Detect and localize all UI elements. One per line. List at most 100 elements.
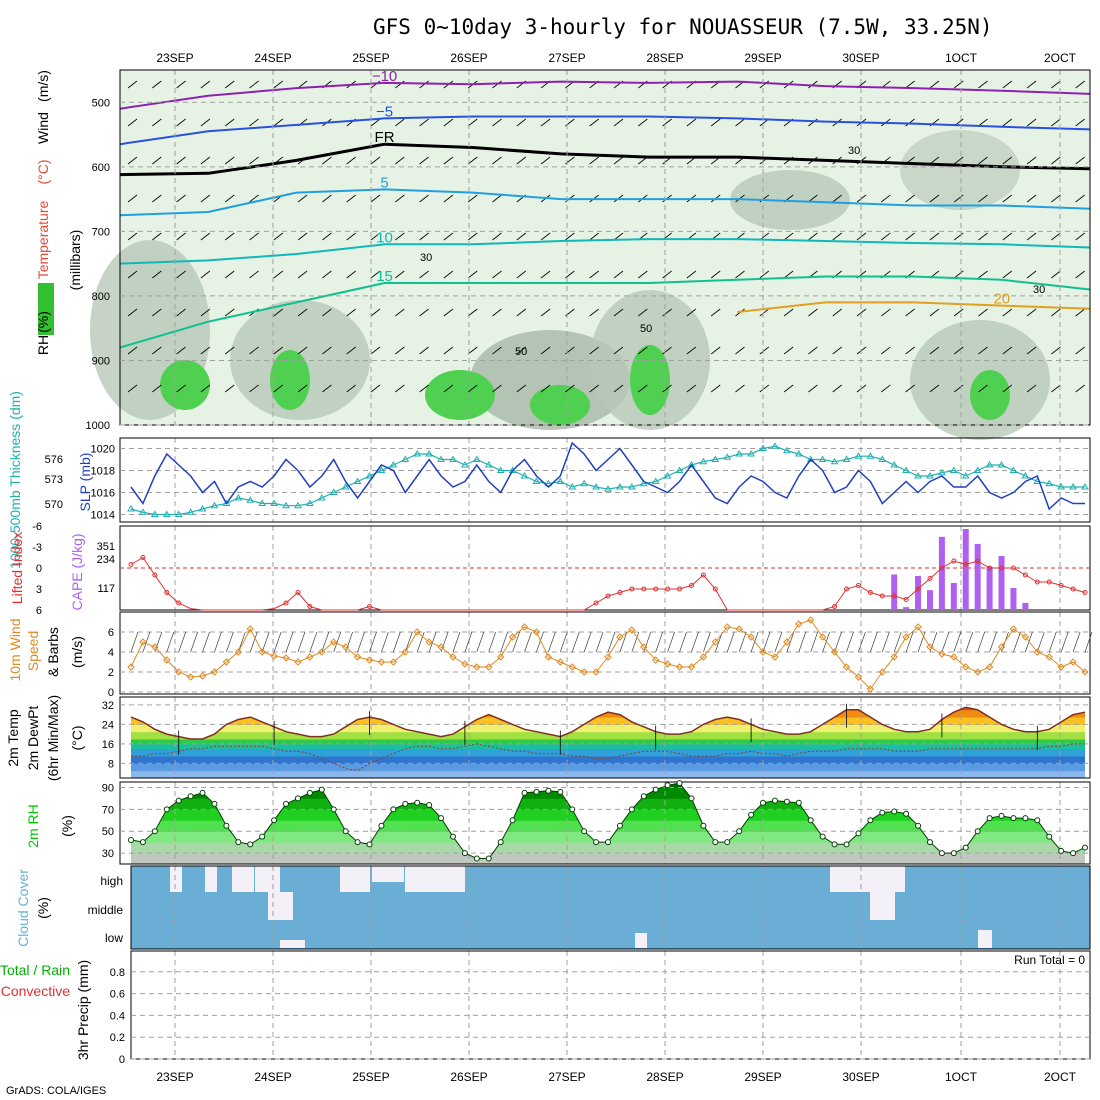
rh2m-point-58 bbox=[819, 833, 826, 840]
temp-contour-label-3: 5 bbox=[380, 174, 388, 191]
cloud-clear-0 bbox=[170, 866, 182, 892]
rh2m-point-37 bbox=[569, 806, 576, 813]
wind10-point-14 bbox=[294, 658, 302, 666]
lifted-point-14 bbox=[295, 590, 301, 595]
wind10-barb-29 bbox=[476, 631, 485, 653]
wind-barb-6-1 bbox=[152, 308, 162, 317]
wind10-barb-56 bbox=[798, 631, 807, 653]
rh-high-blob-1 bbox=[270, 350, 310, 410]
thickness-point-37 bbox=[568, 483, 577, 490]
rh2m-point-61 bbox=[855, 830, 862, 837]
wind10-point-58 bbox=[818, 633, 827, 641]
precip-legend-total: Total / Rain bbox=[0, 962, 70, 978]
wind10-point-37 bbox=[568, 663, 576, 671]
wind-barb-5-14 bbox=[467, 270, 478, 279]
lifted-point-77 bbox=[1046, 579, 1052, 585]
cloud-clear-4 bbox=[340, 866, 370, 892]
thickness-point-45 bbox=[663, 472, 672, 479]
wind-barb-3-34 bbox=[953, 194, 964, 203]
wind10-point-63 bbox=[878, 668, 886, 676]
wind-barb-0-39 bbox=[1075, 80, 1085, 89]
wind-barb-8-7 bbox=[297, 384, 308, 393]
date-label-top-0: 23SEP bbox=[156, 51, 193, 65]
cloud-frame bbox=[130, 865, 1091, 950]
wind10-barb-65 bbox=[905, 631, 914, 653]
wind10-barb-59 bbox=[834, 631, 842, 653]
wind-barb-5-22 bbox=[662, 270, 672, 279]
wind10-point-29 bbox=[473, 663, 481, 671]
wind10-barb-37 bbox=[571, 631, 580, 653]
wind-barb-3-37 bbox=[1026, 194, 1037, 203]
upper-air-ylabel-1: (%) bbox=[35, 311, 51, 333]
rh2m-point-67 bbox=[926, 839, 933, 846]
wind10-barb-39 bbox=[595, 631, 604, 653]
temp2m-ylabel-a: 2m Temp bbox=[5, 709, 21, 767]
wind-barb-2-5 bbox=[249, 156, 259, 165]
rh2m-point-36 bbox=[557, 788, 564, 795]
wind-barb-1-10 bbox=[370, 118, 381, 127]
slp-ytick-3: 1020 bbox=[91, 444, 115, 456]
wind10-point-55 bbox=[783, 638, 791, 646]
wind-barb-7-17 bbox=[540, 346, 551, 355]
thickness-point-60 bbox=[842, 455, 851, 462]
temp-band-3 bbox=[131, 748, 1085, 757]
wind10-point-2 bbox=[151, 643, 159, 651]
cape-bar-74 bbox=[1010, 587, 1017, 610]
thickness-point-48 bbox=[699, 457, 708, 465]
wind-barb-8-24 bbox=[710, 384, 721, 393]
temp-band-11 bbox=[120, 695, 1090, 703]
rh2m-point-44 bbox=[652, 786, 659, 793]
wind-barb-1-14 bbox=[467, 118, 478, 127]
wind10-barb-16 bbox=[321, 631, 330, 653]
thickness-point-40 bbox=[604, 485, 612, 492]
wind10-barb-80 bbox=[1084, 631, 1093, 653]
wind10-point-5 bbox=[186, 673, 195, 681]
wind-barb-4-11 bbox=[395, 232, 405, 241]
rh2m-point-52 bbox=[748, 811, 755, 818]
wind10-barb-74 bbox=[1013, 631, 1021, 653]
rh2m-point-60 bbox=[843, 841, 850, 848]
thickness-point-10 bbox=[246, 496, 255, 503]
thickness-point-19 bbox=[353, 477, 362, 484]
thickness-point-30 bbox=[484, 461, 493, 468]
cape-bar-67 bbox=[926, 590, 933, 610]
wind10-point-67 bbox=[926, 643, 934, 651]
upper-air-ylabel-4: Wind bbox=[35, 112, 51, 144]
wind-barb-5-8 bbox=[322, 270, 332, 279]
wind10-point-70 bbox=[962, 663, 970, 671]
rh2m-point-17 bbox=[330, 806, 337, 813]
wind-barb-1-32 bbox=[905, 118, 915, 127]
temp-band-4 bbox=[131, 741, 1085, 750]
rh-legend-swatch bbox=[38, 283, 54, 335]
rh2m-point-16 bbox=[318, 786, 325, 793]
precip-legend-convective: Convective bbox=[1, 983, 70, 999]
wind-barb-8-4 bbox=[224, 384, 235, 393]
lifted-point-49 bbox=[712, 586, 718, 592]
wind-barb-6-37 bbox=[1026, 308, 1037, 317]
wind-barb-8-10 bbox=[370, 384, 381, 393]
wind-barb-3-32 bbox=[905, 194, 915, 203]
lifted-point-20 bbox=[367, 604, 372, 609]
thickness-point-65 bbox=[902, 466, 911, 473]
wind-barb-7-39 bbox=[1075, 346, 1085, 355]
wind-barb-6-26 bbox=[759, 308, 770, 317]
date-label-bottom-5: 28SEP bbox=[646, 1070, 683, 1084]
cloud-clear-2 bbox=[232, 866, 254, 892]
rh2m-point-27 bbox=[449, 833, 456, 840]
lifted-point-59 bbox=[832, 604, 838, 609]
wind-barb-5-19 bbox=[589, 270, 599, 279]
li-ytick-0: -6 bbox=[32, 521, 42, 533]
wind10-point-45 bbox=[663, 660, 672, 668]
wind-barb-4-2 bbox=[176, 232, 186, 241]
wind10-barb-10 bbox=[249, 631, 258, 653]
rh2m-point-53 bbox=[760, 799, 767, 806]
thickness-point-38 bbox=[580, 479, 589, 487]
precip-frame bbox=[130, 950, 1091, 1060]
wind-barb-4-7 bbox=[297, 232, 308, 241]
wind-barb-0-32 bbox=[905, 80, 915, 89]
wind-barb-6-0 bbox=[127, 308, 138, 317]
wind10-barb-53 bbox=[762, 631, 771, 653]
wind10-point-80 bbox=[1081, 668, 1089, 676]
lifted-point-13 bbox=[283, 600, 289, 606]
wind-barb-3-33 bbox=[929, 194, 940, 203]
